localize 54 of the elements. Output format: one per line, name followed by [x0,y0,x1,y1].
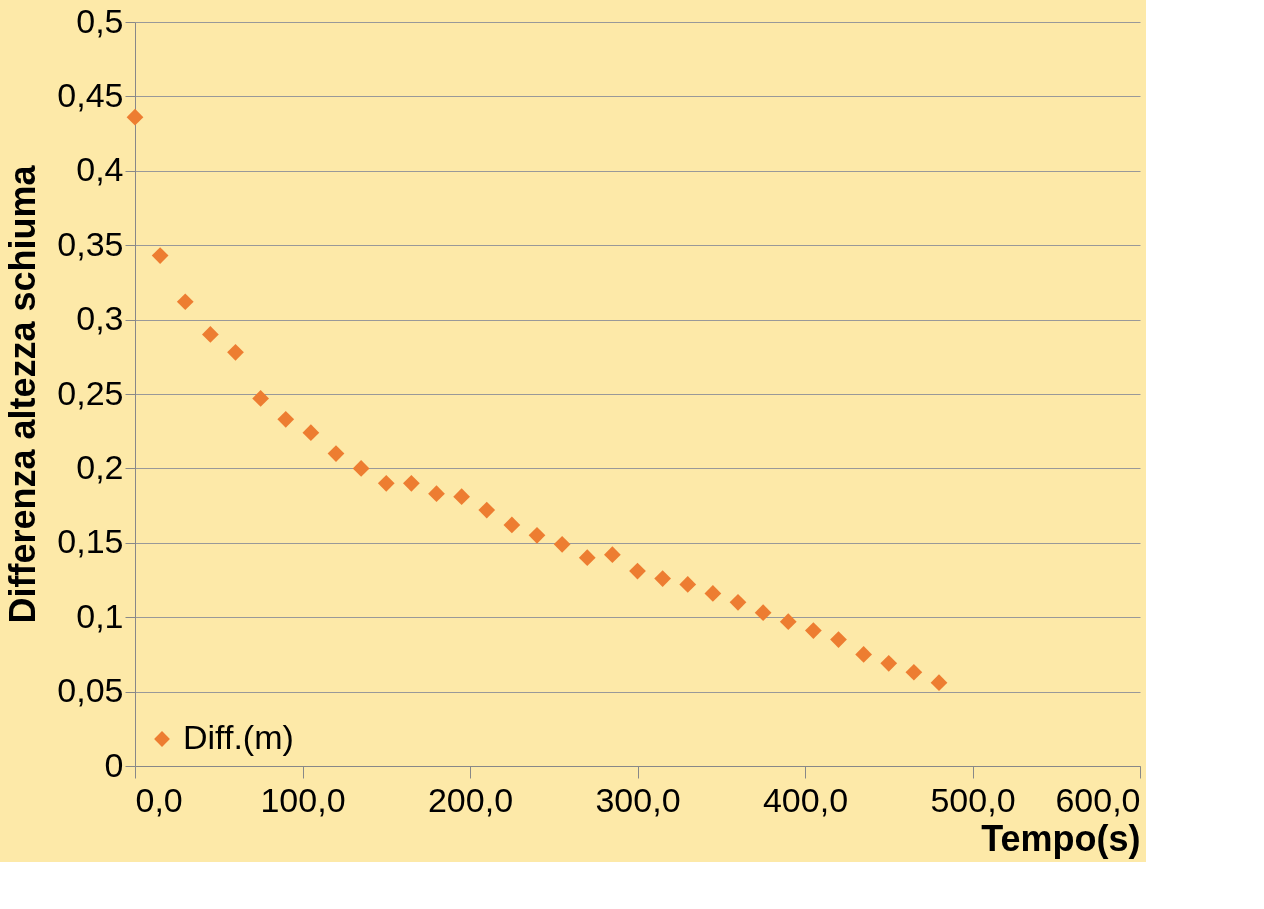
point [302,424,320,442]
x-tick-label: 100,0 [260,780,346,819]
x-tick-label: 300,0 [595,780,681,819]
point [176,293,194,311]
point [679,576,697,593]
x-tick-label: 500,0 [930,780,1016,819]
point [830,631,847,648]
point [553,535,571,553]
x-tick-label: 0,0 [135,780,183,819]
point [227,343,244,361]
y-tick-label: 0 [104,745,124,784]
y-tick-label: 0,3 [76,299,124,338]
point [428,485,445,503]
point [805,622,822,639]
y-tick-label: 0,35 [57,224,124,263]
point [151,247,169,264]
y-tick-label: 0,15 [57,522,124,561]
point [277,410,295,428]
point [704,585,722,602]
point [377,474,395,492]
point [126,108,144,126]
y-tick-label: 0,4 [76,150,124,189]
point [528,526,546,544]
point [855,646,872,663]
point [905,663,923,681]
y-tick-label: 0,05 [57,671,124,710]
legend-label: Diff.(m) [183,718,294,756]
point [453,488,470,506]
point [779,613,797,631]
point [930,674,948,692]
y-tick-label: 0,1 [76,596,124,635]
point [729,593,747,611]
x-tick-label: 200,0 [427,780,514,819]
point [503,516,521,534]
point [880,654,898,672]
x-tick-label: 600,0 [1055,780,1141,819]
point [327,445,345,462]
point [754,604,772,622]
point [629,562,646,580]
y-tick-label: 0,2 [76,447,124,486]
point [578,549,596,567]
point [202,326,219,343]
x-axis-title: Tempo(s) [981,817,1141,859]
point [403,474,420,492]
point [252,390,269,407]
y-tick-label: 0,25 [57,373,124,412]
point [654,570,671,587]
y-tick-label: 0,5 [76,1,124,40]
point [352,460,370,477]
point [604,546,621,564]
x-tick-label: 400,0 [762,780,849,819]
y-tick-label: 0,45 [57,75,124,114]
y-axis-title: Differenza altezza schiuma [2,164,44,624]
point [478,501,496,519]
